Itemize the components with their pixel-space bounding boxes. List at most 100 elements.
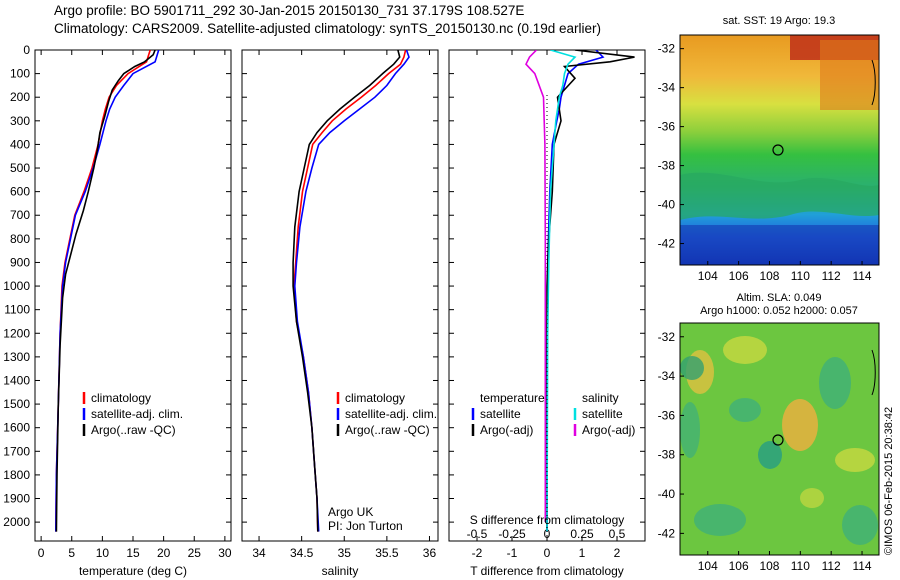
sla-map: Altim. SLA: 0.049 Argo h1000: 0.052 h200… (658, 292, 880, 573)
map-x-tick-label: 110 (791, 269, 810, 283)
x2-tick-label-difference: -0.5 (467, 527, 488, 541)
sst-cold-band (680, 225, 879, 265)
sst-map-frame (679, 34, 880, 266)
x-tick-label-difference: 0 (544, 546, 551, 560)
map-y-tick-label: -32 (658, 42, 676, 56)
y-tick-label: 0 (23, 43, 30, 57)
sla-blob (800, 488, 824, 508)
sst-map: sat. SST: 19 Argo: 19.3 104 106 108 110 112 1… (658, 15, 880, 283)
x2-tick-label-difference: 0 (544, 527, 551, 541)
series-line-temperature-2 (55, 50, 156, 532)
map-x-tick-label: 104 (698, 559, 718, 573)
legend-label-climatology: climatology (91, 391, 151, 405)
map-x-tick-label: 108 (759, 559, 779, 573)
series-line-salinity-1 (293, 50, 410, 532)
x-tick-label-difference: -1 (507, 546, 518, 560)
sst-warm-patch-east (820, 40, 879, 110)
temperature-xlabel: temperature (deg C) (79, 564, 187, 578)
y-tick-label: 1700 (3, 444, 30, 458)
sla-coastline (871, 349, 876, 396)
sst-map-title: sat. SST: 19 Argo: 19.3 (723, 15, 836, 27)
map-y-tick-label: -34 (658, 369, 676, 383)
sla-blob (782, 399, 818, 451)
y-tick-label: 1100 (4, 303, 30, 317)
x2-tick-label-difference: -0.25 (498, 527, 526, 541)
y-tick-label: 1300 (3, 350, 30, 364)
x-tick-label-difference: 2 (614, 546, 621, 560)
y-tick-label: 300 (10, 114, 30, 128)
y-tick-label: 500 (10, 161, 30, 175)
sla-blob (694, 504, 746, 536)
series-line-salinity-2 (292, 50, 401, 532)
legend-label-argo: Argo(..raw -QC) (91, 423, 176, 437)
y-tick-label: 400 (10, 137, 30, 151)
difference-x2label: S difference from climatology (470, 513, 625, 527)
legend-heading-salinity: salinity (582, 391, 619, 405)
y-tick-label: 1000 (3, 279, 30, 293)
sla-map-subtitle: Argo h1000: 0.052 h2000: 0.057 (700, 305, 858, 317)
map-x-tick-label: 114 (852, 559, 871, 573)
y-tick-label: 1900 (3, 492, 30, 506)
difference-xlabel: T difference from climatology (470, 564, 624, 578)
sla-blob (723, 336, 767, 364)
y-tick-label: 200 (10, 90, 30, 104)
x-tick-label-difference: -2 (472, 546, 483, 560)
series-line-difference-1 (546, 50, 635, 532)
sla-blob (835, 448, 875, 472)
y-tick-label: 1500 (3, 397, 30, 411)
y-tick-label: 1200 (3, 326, 30, 340)
x-tick-label-temperature: 30 (218, 546, 232, 560)
x-tick-label-temperature: 25 (188, 546, 202, 560)
series-line-difference-2 (546, 50, 577, 532)
map-x-tick-label: 112 (822, 559, 841, 573)
sla-blob (729, 398, 761, 422)
y-tick-label: 1600 (3, 421, 30, 435)
x-tick-label-difference: 1 (579, 546, 586, 560)
x-tick-label-salinity: 35.5 (375, 546, 399, 560)
map-y-tick-label: -40 (658, 487, 676, 501)
salinity-series (292, 50, 410, 532)
map-x-tick-label: 112 (822, 269, 841, 283)
map-y-tick-label: -42 (658, 237, 676, 251)
map-y-tick-label: -36 (658, 120, 676, 134)
sla-blob (819, 357, 851, 409)
sla-blob (680, 402, 700, 458)
map-y-tick-label: -38 (658, 448, 676, 462)
sla-argo-marker (772, 434, 784, 446)
legend-label-t-satellite: satellite (480, 407, 521, 421)
legend-label-s-satellite: satellite (582, 407, 623, 421)
x-tick-label-temperature: 0 (38, 546, 45, 560)
x-tick-label-temperature: 15 (126, 546, 140, 560)
map-x-tick-label: 106 (729, 559, 749, 573)
sst-front (680, 172, 879, 220)
series-line-temperature-1 (55, 50, 160, 532)
x-tick-label-salinity: 36 (423, 546, 437, 560)
sla-blob (842, 505, 878, 545)
legend-label-satellite: satellite-adj. clim. (91, 407, 183, 421)
map-y-tick-label: -32 (658, 330, 676, 344)
x2-tick-label-difference: 0.5 (609, 527, 626, 541)
map-x-tick-label: 108 (759, 269, 779, 283)
temperature-legend: climatology satellite-adj. clim. Argo(..… (82, 391, 183, 437)
legend-label-t-argo: Argo(-adj) (480, 423, 533, 437)
map-x-tick-label: 106 (729, 269, 749, 283)
x2-tick-label-difference: 0.25 (570, 527, 594, 541)
x-tick-label-salinity: 35 (338, 546, 352, 560)
map-y-tick-label: -38 (658, 159, 676, 173)
sst-coastline (871, 59, 876, 106)
temperature-series (55, 50, 160, 532)
header-line-1: Argo profile: BO 5901711_292 30-Jan-2015… (54, 3, 525, 18)
map-x-tick-label: 104 (698, 269, 718, 283)
temperature-axes (34, 49, 232, 542)
y-tick-label: 2000 (3, 515, 30, 529)
y-tick-label: 700 (10, 208, 30, 222)
y-tick-label: 800 (10, 232, 30, 246)
legend-label-satellite: satellite-adj. clim. (345, 407, 437, 421)
series-line-difference-3 (525, 50, 547, 523)
legend-label-s-argo: Argo(-adj) (582, 423, 635, 437)
map-y-tick-label: -36 (658, 408, 676, 422)
header-line-2: Climatology: CARS2009. Satellite-adjuste… (54, 21, 602, 36)
map-y-tick-label: -40 (658, 198, 676, 212)
series-line-salinity-0 (293, 50, 407, 532)
x-tick-label-salinity: 34 (252, 546, 266, 560)
